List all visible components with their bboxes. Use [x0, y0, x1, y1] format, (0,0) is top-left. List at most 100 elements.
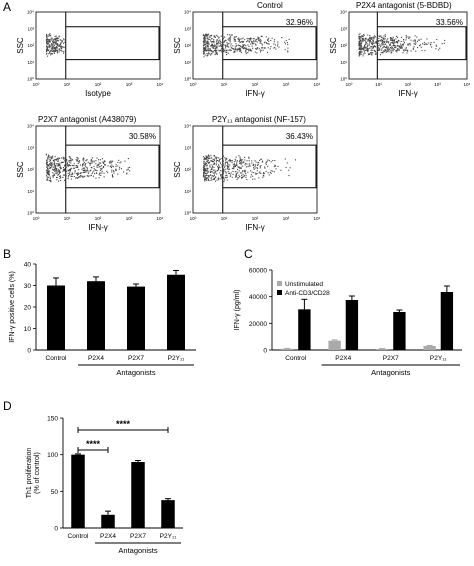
- cell-event: [61, 41, 63, 43]
- cell-event: [214, 36, 216, 38]
- x-axis-label: IFN-γ: [245, 89, 265, 98]
- cell-event: [414, 41, 416, 43]
- cell-event: [54, 167, 56, 169]
- cell-event: [372, 42, 374, 44]
- cell-event: [213, 155, 215, 157]
- cell-event: [90, 160, 92, 162]
- cell-event: [84, 167, 86, 169]
- y-tick-label: 0: [54, 526, 58, 533]
- y-axis-label: SSC: [173, 161, 182, 178]
- cell-event: [234, 49, 236, 51]
- cell-event: [61, 161, 63, 163]
- cell-event: [46, 45, 48, 47]
- cell-event: [240, 51, 242, 53]
- cell-event: [403, 42, 405, 44]
- cell-event: [206, 162, 208, 164]
- cell-event: [205, 155, 207, 157]
- cell-event: [389, 44, 391, 46]
- cell-event: [96, 166, 98, 168]
- x-group-label: Antagonists: [118, 546, 157, 555]
- cell-event: [395, 41, 397, 43]
- cell-event: [215, 157, 217, 159]
- cell-event: [77, 158, 79, 160]
- cell-event: [227, 171, 229, 173]
- cell-event: [51, 165, 53, 167]
- cell-event: [360, 40, 362, 42]
- cell-event: [257, 38, 259, 40]
- cell-event: [47, 39, 49, 41]
- cell-event: [46, 164, 48, 166]
- cell-event: [48, 154, 50, 156]
- cell-event: [256, 166, 258, 168]
- cell-event: [366, 38, 368, 40]
- cell-event: [110, 167, 112, 169]
- cell-event: [212, 50, 214, 52]
- cell-event: [45, 53, 47, 55]
- cell-event: [101, 172, 103, 174]
- cell-event: [258, 172, 260, 174]
- cell-event: [55, 49, 57, 51]
- cell-event: [203, 49, 205, 51]
- x-tick-label: 10⁰: [190, 216, 197, 221]
- cell-event: [245, 174, 247, 176]
- cell-event: [50, 39, 52, 41]
- y-tick-label: 150: [47, 416, 58, 423]
- cell-event: [373, 37, 375, 39]
- cell-event: [92, 171, 94, 173]
- cell-event: [77, 177, 79, 179]
- cell-event: [436, 39, 438, 41]
- cell-event: [207, 160, 209, 162]
- cell-event: [388, 41, 390, 43]
- cell-event: [369, 35, 371, 37]
- cell-event: [386, 46, 388, 48]
- cell-event: [247, 44, 249, 46]
- cell-event: [217, 49, 219, 51]
- x-tick-label: 10²: [95, 82, 102, 87]
- cell-event: [217, 167, 219, 169]
- cell-event: [126, 173, 128, 175]
- cell-event: [244, 170, 246, 172]
- cell-event: [214, 54, 216, 56]
- cell-event: [277, 43, 279, 45]
- cell-event: [225, 174, 227, 176]
- cell-event: [53, 174, 55, 176]
- cell-event: [235, 48, 237, 50]
- cell-event: [111, 161, 113, 163]
- cell-event: [62, 161, 64, 163]
- cell-event: [402, 45, 404, 47]
- cell-event: [211, 179, 213, 181]
- cell-event: [251, 41, 253, 43]
- cell-event: [372, 47, 374, 49]
- cell-event: [228, 168, 230, 170]
- cell-event: [50, 49, 52, 51]
- cell-event: [373, 36, 375, 38]
- cell-event: [359, 38, 361, 40]
- cell-event: [89, 164, 91, 166]
- y-axis-label: IFN-γ positive cells (%): [9, 271, 16, 343]
- cell-event: [216, 34, 218, 36]
- cell-event: [254, 51, 256, 53]
- cell-event: [62, 176, 64, 178]
- cell-event: [49, 170, 51, 172]
- cell-event: [278, 46, 280, 48]
- cell-event: [223, 41, 225, 43]
- cell-event: [221, 158, 223, 160]
- cell-event: [235, 164, 237, 166]
- cell-event: [359, 48, 361, 50]
- cell-event: [231, 34, 233, 36]
- cell-event: [214, 50, 216, 52]
- cell-event: [52, 169, 54, 171]
- cell-event: [257, 164, 259, 166]
- cell-event: [51, 166, 53, 168]
- legend-swatch: [277, 281, 282, 286]
- cell-event: [48, 172, 50, 174]
- cell-event: [380, 44, 382, 46]
- cell-event: [226, 42, 228, 44]
- cell-event: [222, 155, 224, 157]
- cell-event: [358, 48, 360, 50]
- cell-event: [401, 44, 403, 46]
- cell-event: [387, 46, 389, 48]
- cell-event: [236, 48, 238, 50]
- cell-event: [235, 43, 237, 45]
